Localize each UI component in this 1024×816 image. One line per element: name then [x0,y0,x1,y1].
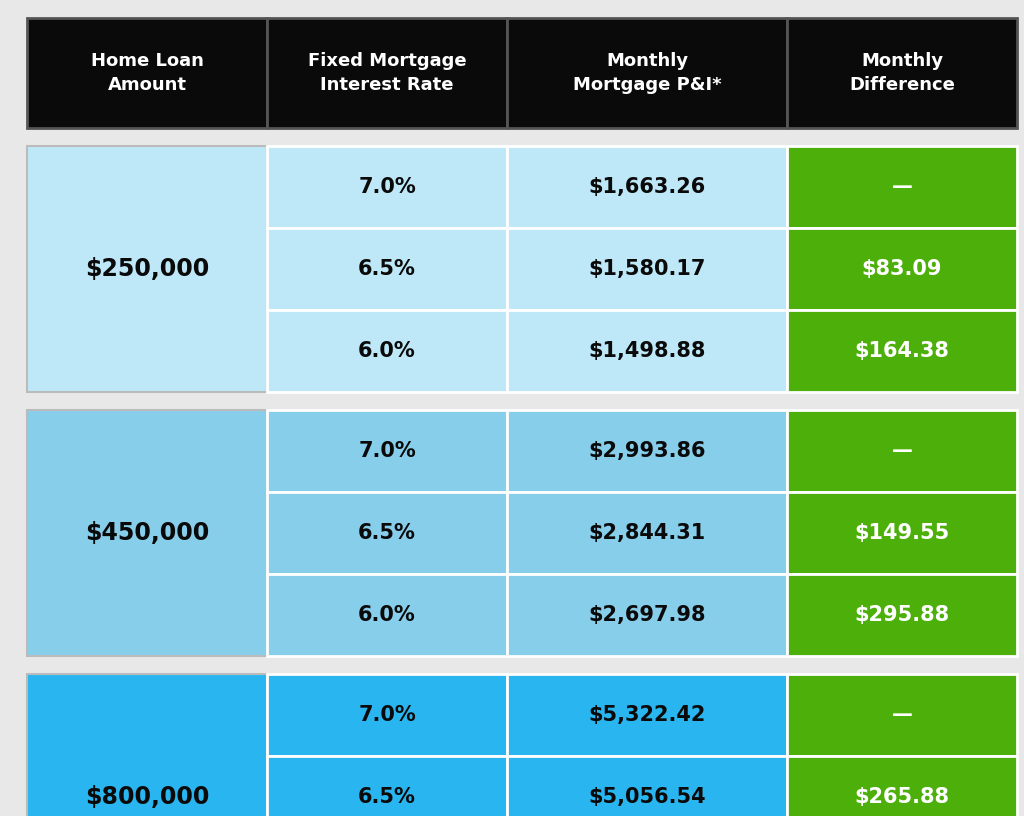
Text: $1,498.88: $1,498.88 [589,341,706,361]
Bar [507,18,787,128]
Text: Fixed Mortgage
Interest Rate: Fixed Mortgage Interest Rate [307,52,466,94]
Text: $1,580.17: $1,580.17 [589,259,706,279]
Bar [787,492,1017,574]
Bar [787,146,1017,228]
Text: $1,663.26: $1,663.26 [589,177,706,197]
Text: $265.88: $265.88 [854,787,949,807]
Text: —: — [892,705,912,725]
Bar [507,674,787,756]
Bar [787,756,1017,816]
Bar [27,146,267,392]
Text: $295.88: $295.88 [854,605,949,625]
Text: Monthly
Difference: Monthly Difference [849,52,955,94]
Bar [267,18,507,128]
Text: Home Loan
Amount: Home Loan Amount [90,52,204,94]
Bar [787,410,1017,492]
Bar [787,674,1017,756]
Bar [507,410,787,492]
Bar [27,674,267,816]
Text: $800,000: $800,000 [85,785,209,809]
Text: $5,322.42: $5,322.42 [589,705,706,725]
Text: $149.55: $149.55 [854,523,949,543]
Text: Monthly
Mortgage P&I*: Monthly Mortgage P&I* [572,52,721,94]
Bar [267,492,507,574]
Text: 6.5%: 6.5% [358,523,416,543]
Bar [27,410,267,656]
Bar [27,18,267,128]
Text: $2,844.31: $2,844.31 [589,523,706,543]
Bar [787,228,1017,310]
Text: $164.38: $164.38 [855,341,949,361]
Bar [507,492,787,574]
Text: 6.0%: 6.0% [358,341,416,361]
Bar [507,574,787,656]
Bar [787,310,1017,392]
Text: 6.5%: 6.5% [358,787,416,807]
Bar [267,674,507,756]
Text: $2,697.98: $2,697.98 [588,605,706,625]
Text: 6.0%: 6.0% [358,605,416,625]
Text: 7.0%: 7.0% [358,177,416,197]
Text: 7.0%: 7.0% [358,705,416,725]
Bar [787,18,1017,128]
Text: 6.5%: 6.5% [358,259,416,279]
Bar [267,410,507,492]
Bar [267,756,507,816]
Text: $5,056.54: $5,056.54 [588,787,706,807]
Bar [267,574,507,656]
Bar [507,146,787,228]
Bar [507,310,787,392]
Text: —: — [892,177,912,197]
Text: $2,993.86: $2,993.86 [588,441,706,461]
Text: 7.0%: 7.0% [358,441,416,461]
Text: $250,000: $250,000 [85,257,209,281]
Bar [267,310,507,392]
Text: —: — [892,441,912,461]
Bar [507,756,787,816]
Bar [267,146,507,228]
Text: $450,000: $450,000 [85,521,209,545]
Bar [787,574,1017,656]
Text: $83.09: $83.09 [862,259,942,279]
Bar [267,228,507,310]
Bar [507,228,787,310]
